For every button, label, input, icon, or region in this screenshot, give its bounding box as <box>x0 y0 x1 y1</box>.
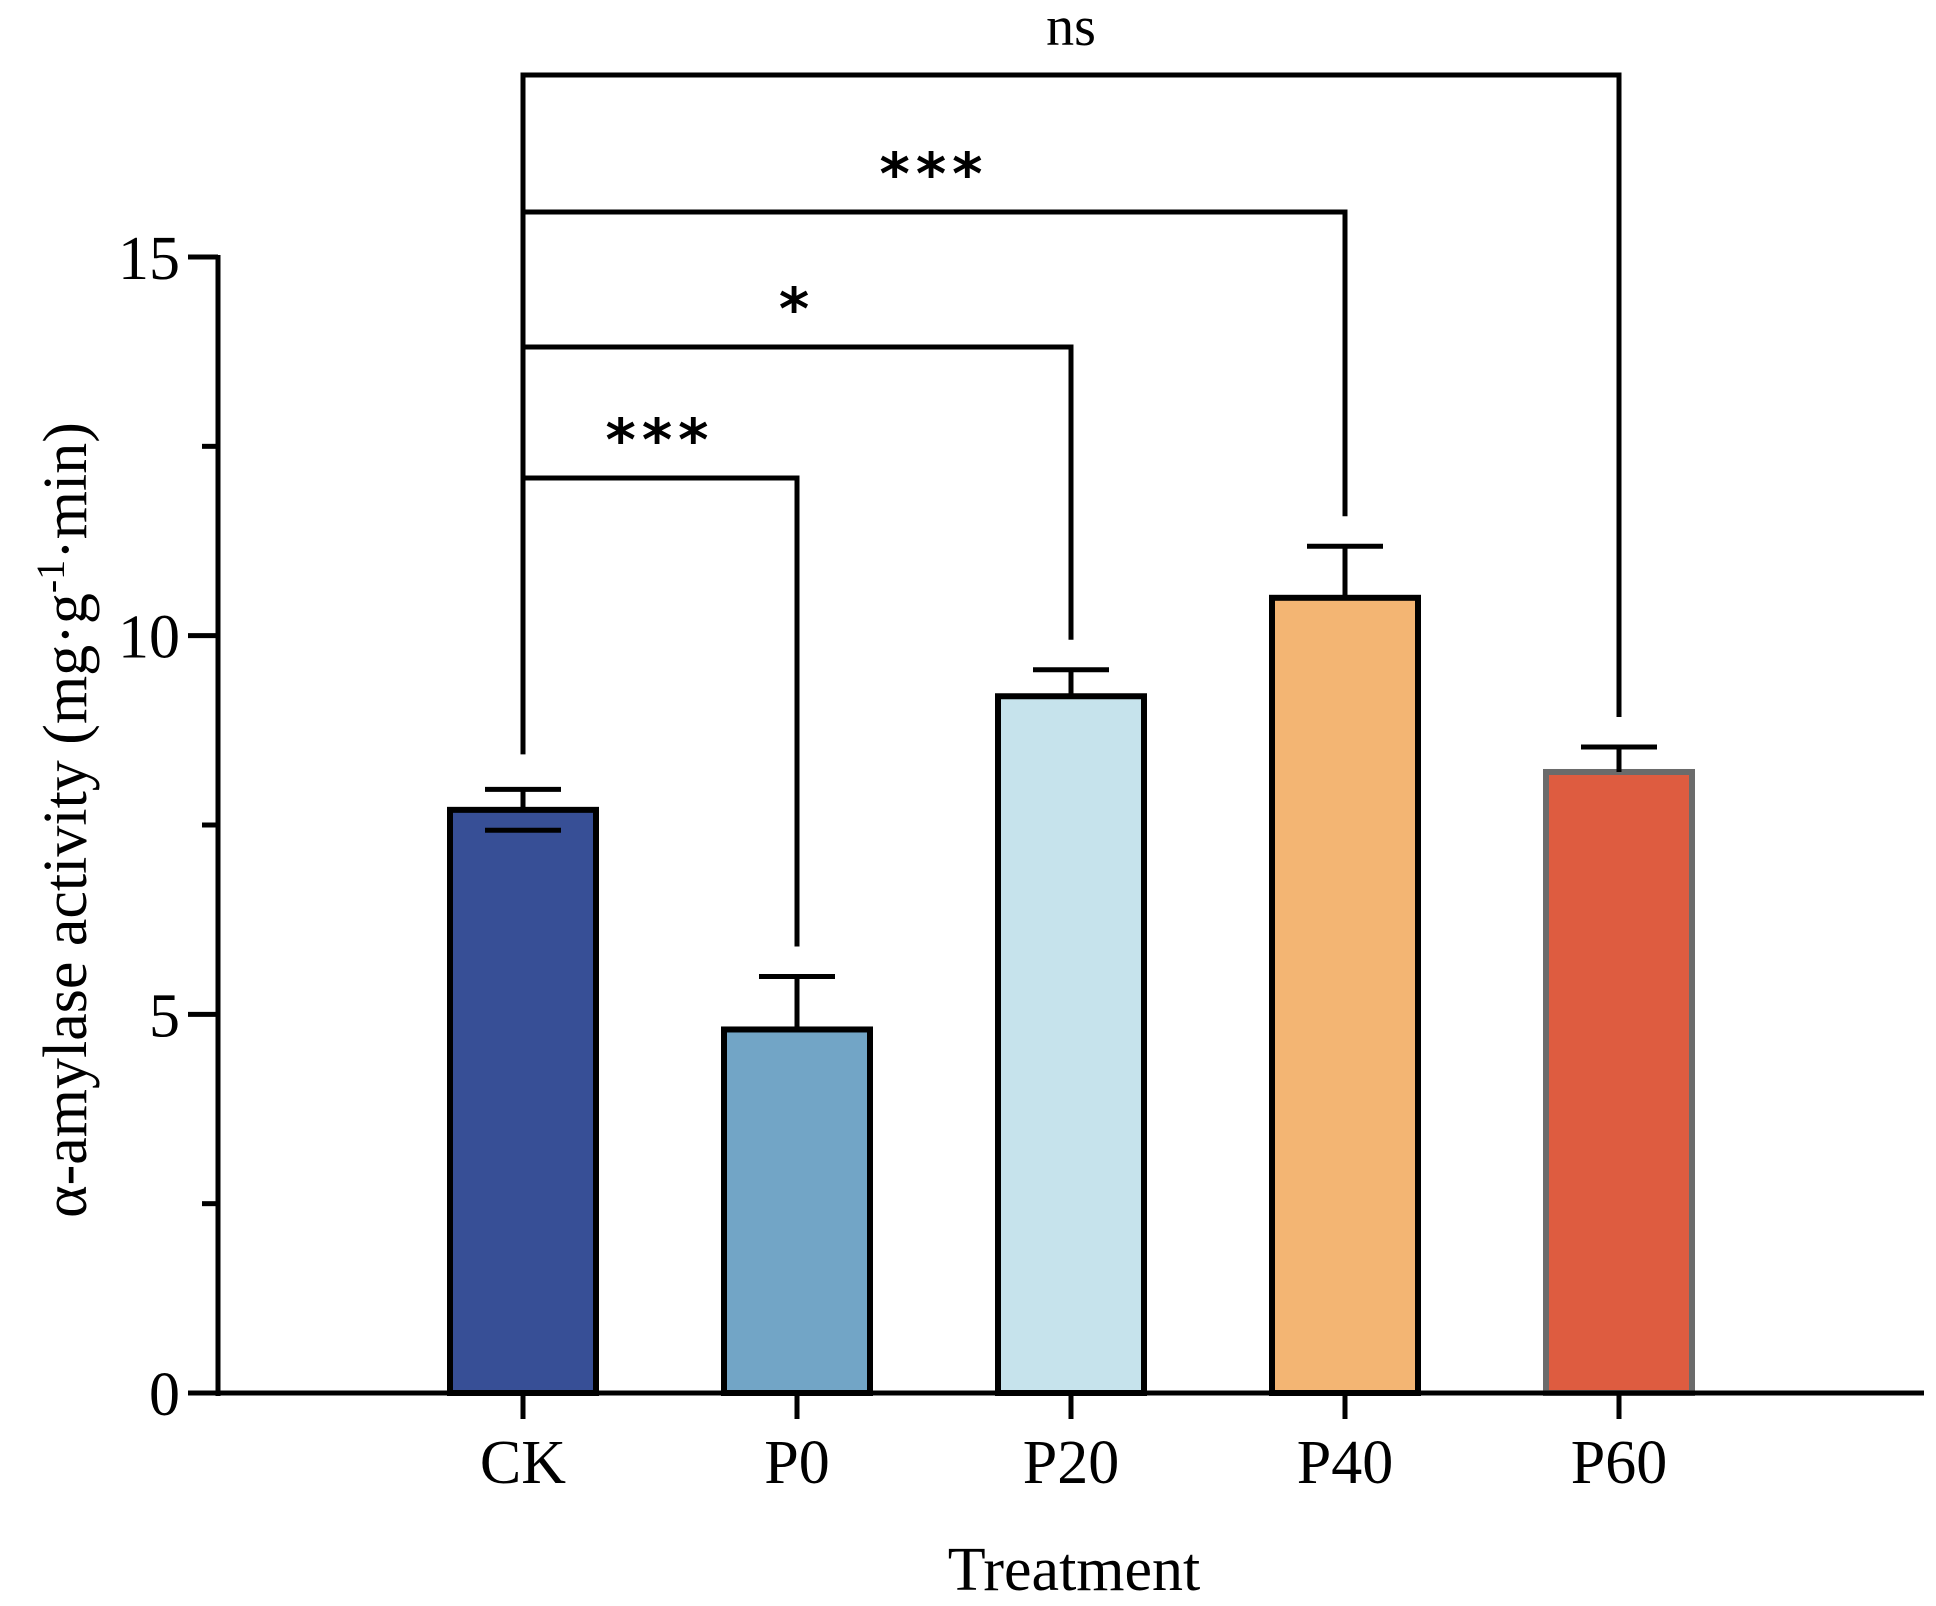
bar-p20 <box>995 693 1147 1396</box>
significance-label-ck-p20: * <box>779 275 815 343</box>
bracket-ck-p60 <box>520 72 1622 717</box>
y-axis-title-main: α-amylase activity (mg·g <box>32 593 100 1218</box>
x-tick-label-ck: CK <box>480 1429 566 1497</box>
significance-label-ck-p0: *** <box>606 406 715 474</box>
bracket-ck-p0 <box>520 475 800 947</box>
x-axis-title: Treatment <box>948 1536 1201 1604</box>
x-tick-label-p0: P0 <box>764 1429 829 1497</box>
y-axis-title: α-amylase activity (mg·g-1·min) <box>28 422 101 1218</box>
y-tick-label-15: 15 <box>118 225 180 293</box>
bar-p0 <box>721 1026 873 1396</box>
significance-brackets: *******ns <box>520 0 1622 947</box>
bars <box>447 543 1695 1396</box>
significance-label-ck-p40: *** <box>880 140 989 208</box>
axes: 0 5 10 15 CK P0 P20 P40 P60 <box>118 225 1924 1497</box>
significance-label-ck-p60: ns <box>1046 0 1096 58</box>
x-tick-label-p20: P20 <box>1023 1429 1119 1497</box>
x-tick-label-p40: P40 <box>1297 1429 1393 1497</box>
y-tick-label-0: 0 <box>149 1361 180 1429</box>
bracket-ck-p40 <box>520 209 1348 517</box>
bar-ck <box>447 806 599 1396</box>
bracket-ck-p20 <box>520 344 1074 640</box>
y-axis-title-unit: ·min) <box>32 422 100 560</box>
y-axis-title-superscript: -1 <box>28 560 73 593</box>
bar-p40 <box>1269 594 1421 1396</box>
y-tick-label-10: 10 <box>118 604 180 672</box>
bar-p60 <box>1543 768 1695 1396</box>
x-tick-label-p60: P60 <box>1571 1429 1667 1497</box>
y-tick-label-5: 5 <box>149 982 180 1050</box>
